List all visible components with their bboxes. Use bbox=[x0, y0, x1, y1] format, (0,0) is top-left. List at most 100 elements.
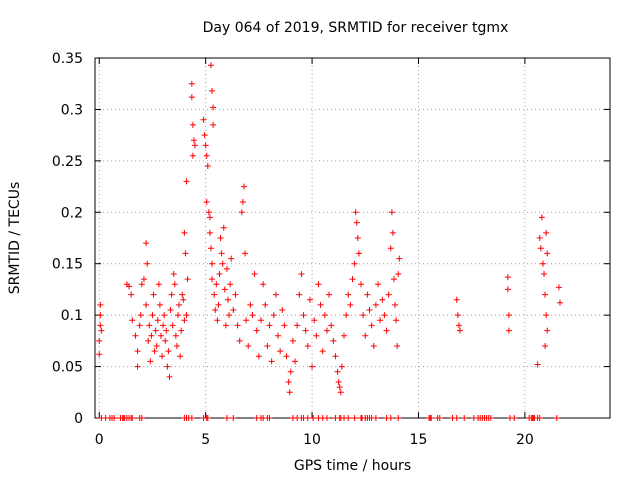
data-point bbox=[306, 296, 313, 303]
data-point bbox=[96, 337, 103, 344]
data-point bbox=[192, 142, 199, 149]
data-point bbox=[270, 312, 277, 319]
x-tick-label: 20 bbox=[516, 432, 534, 448]
y-tick-label: 0.2 bbox=[61, 205, 83, 221]
data-point bbox=[136, 322, 143, 329]
data-point bbox=[211, 291, 218, 298]
data-point bbox=[334, 368, 341, 375]
data-point bbox=[260, 281, 267, 288]
data-point bbox=[454, 312, 461, 319]
data-point bbox=[173, 343, 180, 349]
data-point bbox=[534, 361, 541, 368]
y-tick-label: 0.25 bbox=[52, 154, 83, 170]
data-point bbox=[504, 286, 511, 293]
data-point bbox=[302, 327, 309, 334]
data-point bbox=[453, 296, 460, 303]
data-point bbox=[370, 343, 377, 349]
data-point bbox=[203, 199, 210, 205]
data-point bbox=[153, 343, 160, 349]
data-point bbox=[304, 343, 311, 349]
data-point bbox=[159, 353, 166, 360]
data-point bbox=[379, 296, 386, 303]
data-point bbox=[209, 260, 216, 267]
data-point bbox=[349, 276, 356, 283]
data-point bbox=[377, 317, 384, 324]
data-point bbox=[169, 322, 176, 329]
data-point bbox=[143, 301, 150, 308]
data-point bbox=[216, 271, 223, 277]
data-point bbox=[212, 307, 219, 313]
data-point bbox=[138, 281, 145, 288]
grid bbox=[95, 58, 610, 418]
data-point bbox=[146, 322, 153, 329]
data-point bbox=[204, 163, 211, 169]
data-point bbox=[281, 322, 288, 329]
x-tick-labels: 0 5 10 15 20 bbox=[95, 432, 534, 448]
data-point bbox=[309, 363, 316, 370]
data-point bbox=[225, 296, 232, 303]
data-point bbox=[149, 312, 156, 319]
zero-data-point bbox=[304, 415, 311, 421]
data-point bbox=[183, 312, 190, 319]
data-point bbox=[134, 348, 141, 355]
data-point bbox=[219, 260, 226, 267]
data-point bbox=[206, 214, 213, 221]
y-tick-label: 0.35 bbox=[52, 51, 83, 67]
data-point bbox=[257, 317, 264, 324]
data-point bbox=[234, 322, 241, 329]
zero-data-point bbox=[345, 415, 352, 421]
zero-data-point bbox=[372, 415, 379, 421]
data-point bbox=[172, 332, 179, 339]
data-point bbox=[132, 332, 139, 339]
data-point bbox=[337, 389, 344, 396]
data-point bbox=[264, 343, 271, 349]
y-tick-label: 0 bbox=[74, 411, 83, 427]
data-point bbox=[97, 322, 104, 329]
zero-data-point bbox=[387, 415, 394, 421]
chart-title: Day 064 of 2019, SRMTID for receiver tgm… bbox=[203, 20, 509, 36]
data-point bbox=[184, 276, 191, 283]
data-point bbox=[148, 332, 155, 339]
data-point bbox=[140, 276, 147, 283]
data-point bbox=[272, 291, 279, 298]
data-point bbox=[335, 379, 342, 385]
data-point bbox=[362, 332, 369, 339]
data-point bbox=[227, 281, 234, 288]
axes bbox=[94, 57, 611, 419]
data-point bbox=[98, 327, 105, 334]
data-point bbox=[505, 312, 512, 319]
data-point bbox=[381, 312, 388, 319]
zero-markers bbox=[98, 415, 560, 421]
data-point bbox=[328, 322, 335, 329]
x-tick-label: 15 bbox=[410, 432, 428, 448]
data-point bbox=[394, 343, 401, 349]
data-point bbox=[345, 291, 352, 298]
data-point bbox=[249, 312, 256, 319]
zero-data-point bbox=[223, 415, 230, 421]
data-point bbox=[180, 296, 187, 303]
data-point bbox=[253, 327, 260, 334]
data-point bbox=[544, 250, 551, 257]
data-point bbox=[504, 274, 511, 281]
data-point bbox=[352, 209, 359, 216]
data-point bbox=[167, 307, 174, 313]
y-tick-labels: 0 0.05 0.1 0.15 0.2 0.25 0.3 0.35 bbox=[52, 51, 83, 427]
data-point bbox=[179, 291, 186, 298]
data-point bbox=[209, 276, 216, 283]
data-point bbox=[289, 337, 296, 344]
data-point bbox=[215, 301, 222, 308]
data-point bbox=[150, 291, 157, 298]
x-tick-label: 0 bbox=[95, 432, 104, 448]
data-point bbox=[366, 307, 373, 313]
data-point bbox=[251, 271, 258, 277]
data-point bbox=[372, 301, 379, 308]
data-point bbox=[145, 337, 152, 344]
data-point bbox=[321, 312, 328, 319]
data-point bbox=[154, 317, 161, 324]
data-point bbox=[166, 373, 173, 380]
data-point bbox=[96, 351, 103, 358]
data-point bbox=[226, 312, 233, 319]
data-point bbox=[383, 327, 390, 334]
data-point bbox=[245, 343, 252, 349]
